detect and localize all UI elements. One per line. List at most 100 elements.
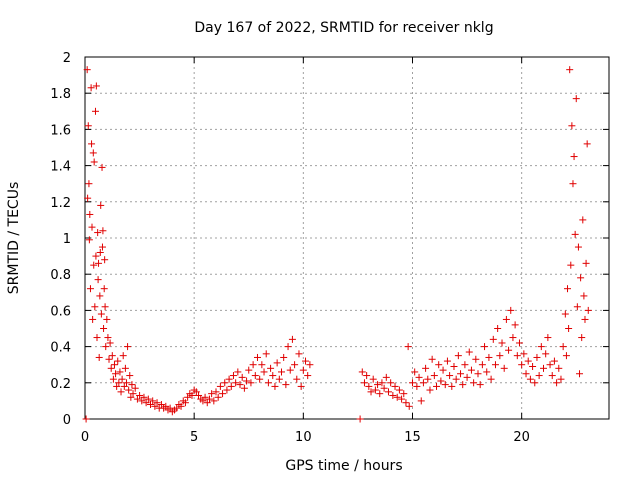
data-point: [452, 375, 460, 383]
data-point: [95, 259, 103, 267]
data-point: [417, 397, 425, 405]
data-point: [389, 391, 397, 399]
data-point: [546, 361, 554, 369]
data-point: [177, 402, 185, 410]
data-point: [131, 384, 139, 392]
data-point: [384, 388, 392, 396]
data-point: [426, 386, 434, 394]
data-point: [201, 393, 209, 401]
data-point: [472, 355, 480, 363]
data-point: [358, 368, 366, 376]
y-tick-label: 0: [63, 413, 71, 428]
data-point: [98, 243, 106, 251]
data-point: [94, 276, 102, 284]
data-point: [89, 315, 97, 323]
data-points: [82, 66, 592, 423]
y-tick-label: 1: [63, 232, 71, 247]
x-tick-label: 5: [190, 430, 198, 445]
data-point: [247, 379, 255, 387]
data-point: [101, 303, 109, 311]
y-axis-label: SRMTID / TECUs: [6, 182, 22, 295]
data-point: [550, 357, 558, 365]
data-point: [428, 355, 436, 363]
data-point: [376, 390, 384, 398]
data-point: [85, 236, 93, 244]
data-point: [101, 256, 109, 264]
data-point: [382, 373, 390, 381]
data-point: [136, 391, 144, 399]
data-point: [413, 382, 421, 390]
data-point: [238, 373, 246, 381]
data-point: [571, 230, 579, 238]
data-point: [356, 415, 364, 423]
data-point: [457, 370, 465, 378]
data-point: [214, 393, 222, 401]
data-point: [157, 401, 165, 409]
data-point: [500, 364, 508, 372]
data-point: [481, 343, 489, 351]
data-point: [584, 306, 592, 314]
data-point: [422, 364, 430, 372]
data-point: [251, 372, 259, 380]
data-point: [380, 384, 388, 392]
data-point: [478, 361, 486, 369]
data-point: [256, 375, 264, 383]
data-point: [569, 180, 577, 188]
data-point: [195, 391, 203, 399]
data-point: [502, 315, 510, 323]
data-point: [282, 381, 290, 389]
data-point: [110, 361, 118, 369]
data-point: [542, 350, 550, 358]
data-point: [96, 248, 104, 256]
data-point: [583, 140, 591, 148]
data-point: [92, 252, 100, 260]
data-point: [88, 223, 96, 231]
data-point: [97, 201, 105, 209]
data-point: [210, 397, 218, 405]
data-point: [365, 382, 373, 390]
y-tick-label: 0.2: [50, 377, 71, 392]
data-point: [297, 382, 305, 390]
data-point: [387, 379, 395, 387]
data-point: [236, 381, 244, 389]
data-point: [188, 391, 196, 399]
data-point: [581, 315, 589, 323]
data-point: [304, 372, 312, 380]
data-point: [443, 357, 451, 365]
data-point: [219, 390, 227, 398]
data-point: [151, 402, 159, 410]
data-point: [306, 361, 314, 369]
data-point: [299, 366, 307, 374]
data-point: [116, 368, 124, 376]
data-point: [269, 372, 277, 380]
data-point: [363, 372, 371, 380]
data-point: [120, 382, 128, 390]
data-point: [291, 361, 299, 369]
data-point: [142, 399, 150, 407]
data-point: [513, 352, 521, 360]
data-point: [446, 372, 454, 380]
data-point: [227, 382, 235, 390]
data-point: [153, 399, 161, 407]
data-point: [577, 274, 585, 282]
data-point: [102, 343, 110, 351]
data-point: [302, 357, 310, 365]
data-point: [249, 361, 257, 369]
data-point: [140, 393, 148, 401]
data-point: [127, 393, 135, 401]
data-point: [578, 334, 586, 342]
data-point: [548, 372, 556, 380]
x-axis-label: GPS time / hours: [285, 458, 402, 474]
y-tick-label: 1.8: [50, 87, 71, 102]
x-tick-label: 10: [295, 430, 312, 445]
data-point: [537, 343, 545, 351]
chart-title: Day 167 of 2022, SRMTID for receiver nkl…: [194, 20, 493, 36]
data-point: [234, 368, 242, 376]
y-tick-label: 1.2: [50, 196, 71, 211]
data-point: [90, 158, 98, 166]
data-point: [494, 325, 502, 332]
data-point: [124, 343, 132, 351]
data-point: [87, 84, 95, 92]
data-point: [411, 368, 419, 376]
